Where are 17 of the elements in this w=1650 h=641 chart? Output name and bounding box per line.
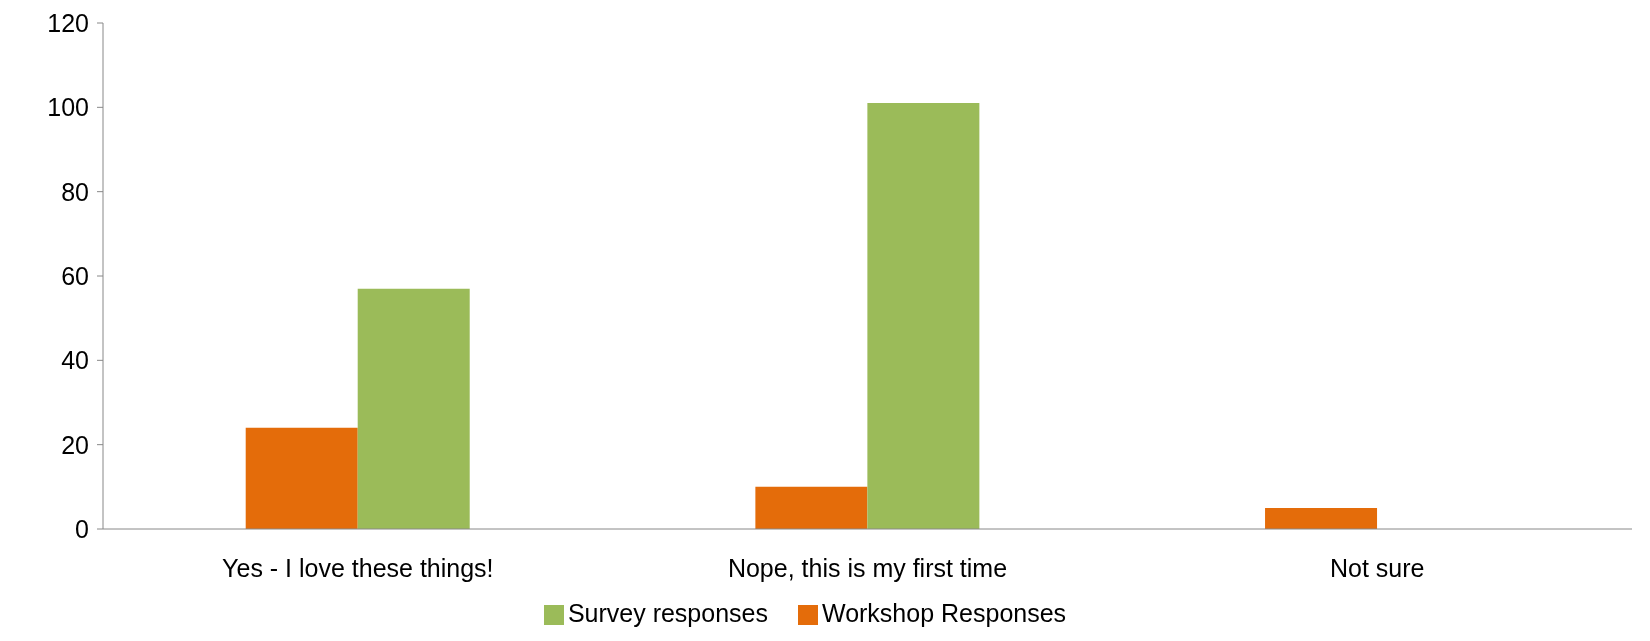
y-tick-label: 0: [75, 514, 89, 543]
legend-label: Survey responses: [567, 599, 768, 627]
bar: [357, 288, 470, 529]
x-tick-label: Not sure: [1329, 553, 1425, 582]
x-tick-label: Yes - I love these things!: [222, 553, 494, 582]
y-tick-label: 60: [61, 261, 89, 290]
bar: [245, 427, 358, 529]
y-tick-label: 40: [61, 346, 89, 375]
bar: [1265, 507, 1378, 529]
y-tick-label: 100: [47, 93, 89, 122]
y-tick-label: 120: [47, 8, 89, 37]
bar: [755, 486, 868, 529]
x-tick-label: Nope, this is my first time: [727, 553, 1008, 582]
legend-label: Workshop Responses: [822, 599, 1067, 627]
y-tick-label: 80: [61, 177, 89, 206]
bar: [867, 103, 980, 529]
y-tick-label: 20: [61, 430, 89, 459]
